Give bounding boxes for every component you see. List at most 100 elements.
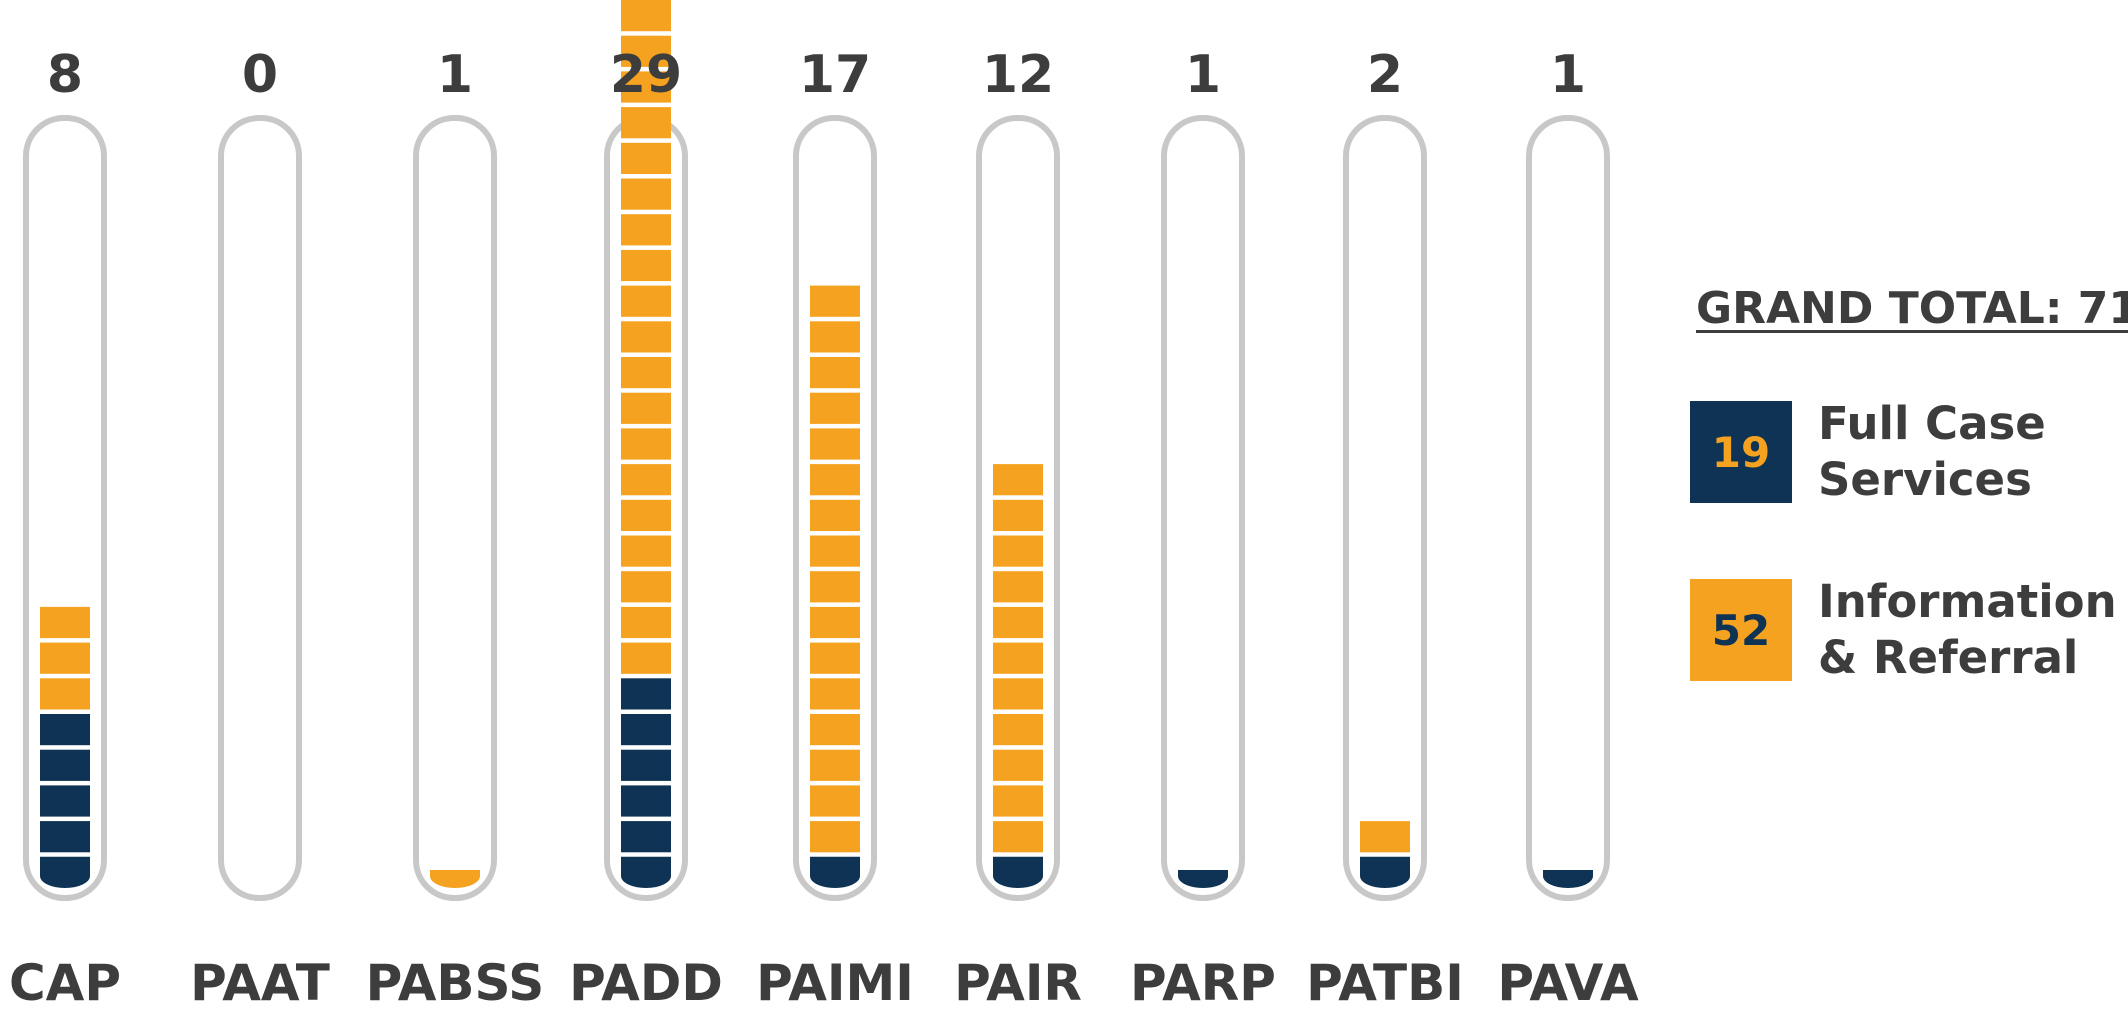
segment-parp-full-case-1	[1178, 870, 1228, 888]
legend-swatch-info-referral: 52	[1690, 579, 1792, 681]
category-label-cap: CAP	[9, 954, 121, 1012]
segment-padd-info-referral-18	[621, 249, 671, 282]
segment-pair-info-referral-4	[993, 749, 1043, 781]
segment-cap-full-case-3	[40, 785, 90, 817]
segment-padd-info-referral-12	[621, 464, 671, 496]
segment-paimi-full-case-1	[810, 856, 860, 888]
total-label-cap: 8	[47, 45, 83, 105]
segment-padd-info-referral-17	[621, 285, 671, 317]
segment-padd-full-case-5	[621, 714, 671, 746]
segment-padd-info-referral-7	[621, 642, 671, 674]
total-label-pair: 12	[982, 45, 1054, 105]
segment-paimi-info-referral-14	[810, 392, 860, 424]
total-label-pabss: 1	[437, 45, 473, 105]
segment-cap-info-referral-7	[40, 642, 90, 674]
segment-pair-info-referral-12	[993, 464, 1043, 496]
total-label-paat: 0	[242, 45, 278, 105]
segment-padd-full-case-2	[621, 821, 671, 853]
segment-paimi-info-referral-5	[810, 714, 860, 746]
grand-total: GRAND TOTAL: 71	[1696, 283, 2128, 334]
segment-patbi-full-case-1	[1360, 856, 1410, 888]
tube-outline-paat	[218, 115, 302, 901]
tube-parp: 1 PARP	[1130, 45, 1276, 1012]
segment-cap-info-referral-6	[40, 678, 90, 710]
segment-paimi-info-referral-6	[810, 678, 860, 710]
segment-padd-info-referral-8	[621, 606, 671, 639]
category-label-patbi: PATBI	[1306, 954, 1464, 1012]
segment-paimi-info-referral-17	[810, 285, 860, 317]
segment-paimi-info-referral-10	[810, 535, 860, 567]
segment-padd-info-referral-14	[621, 392, 671, 424]
tube-chart: 8CAP0PAAT1PABSS29PADD17PAIMI12PAIR1PARP2…	[9, 0, 1639, 1012]
segment-pair-info-referral-9	[993, 571, 1043, 603]
total-label-patbi: 2	[1367, 45, 1403, 105]
segment-paimi-info-referral-11	[810, 499, 860, 531]
segment-pair-full-case-1	[993, 856, 1043, 888]
segment-padd-info-referral-25	[621, 0, 671, 32]
tube-patbi: 2 PATBI	[1306, 45, 1464, 1012]
tube-outline-patbi	[1343, 115, 1427, 901]
tube-outline-pabss	[413, 115, 497, 901]
segment-padd-info-referral-11	[621, 499, 671, 531]
segment-padd-info-referral-21	[621, 142, 671, 174]
category-label-pava: PAVA	[1497, 954, 1639, 1012]
segment-padd-info-referral-16	[621, 321, 671, 353]
segment-padd-info-referral-15	[621, 357, 671, 389]
legend-label-info-referral: Information & Referral	[1818, 574, 2117, 686]
segment-padd-info-referral-20	[621, 178, 671, 210]
segment-paimi-info-referral-9	[810, 571, 860, 603]
category-label-parp: PARP	[1130, 954, 1276, 1012]
segment-padd-info-referral-24	[621, 35, 671, 67]
segment-padd-info-referral-23	[621, 71, 671, 103]
tube-padd: 29 PADD	[569, 0, 723, 1012]
tube-outline-pava	[1526, 115, 1610, 901]
segment-pair-info-referral-10	[993, 535, 1043, 567]
segment-pava-full-case-1	[1543, 870, 1593, 888]
total-label-padd: 29	[610, 45, 682, 105]
tube-paat: 0 PAAT	[190, 45, 330, 1012]
total-label-parp: 1	[1185, 45, 1221, 105]
segment-pair-info-referral-6	[993, 678, 1043, 710]
segment-paimi-info-referral-16	[810, 321, 860, 353]
category-label-pair: PAIR	[954, 954, 1082, 1012]
segment-patbi-info-referral-2	[1360, 821, 1410, 853]
segment-padd-info-referral-19	[621, 214, 671, 246]
category-label-paat: PAAT	[190, 954, 330, 1012]
segment-paimi-info-referral-3	[810, 785, 860, 817]
segment-padd-info-referral-9	[621, 571, 671, 603]
total-label-pava: 1	[1550, 45, 1586, 105]
segment-padd-full-case-6	[621, 678, 671, 710]
segment-pair-info-referral-11	[993, 499, 1043, 531]
legend-label-full-case: Full Case Services	[1818, 396, 2046, 508]
segment-paimi-info-referral-7	[810, 642, 860, 674]
segment-pair-info-referral-5	[993, 714, 1043, 746]
legend-label-info-referral-line1: Information	[1818, 575, 2117, 628]
legend-label-full-case-line2: Services	[1818, 453, 2032, 506]
segment-paimi-info-referral-15	[810, 357, 860, 389]
legend-label-full-case-line1: Full Case	[1818, 397, 2046, 450]
segment-pair-info-referral-2	[993, 821, 1043, 853]
segment-cap-full-case-5	[40, 714, 90, 746]
segment-paimi-info-referral-4	[810, 749, 860, 781]
category-label-pabss: PABSS	[366, 954, 545, 1012]
segment-padd-full-case-1	[621, 856, 671, 888]
segment-padd-info-referral-10	[621, 535, 671, 567]
tube-outline-parp	[1161, 115, 1245, 901]
segment-cap-full-case-1	[40, 856, 90, 888]
tube-pava: 1 PAVA	[1497, 45, 1639, 1012]
segment-pair-info-referral-3	[993, 785, 1043, 817]
segment-padd-info-referral-22	[621, 107, 671, 139]
category-label-paimi: PAIMI	[756, 954, 914, 1012]
tube-outline-cap	[23, 115, 107, 901]
legend: GRAND TOTAL: 71 19 Full Case Services 52…	[1690, 0, 2128, 1027]
segment-padd-full-case-3	[621, 785, 671, 817]
segment-pair-info-referral-8	[993, 606, 1043, 639]
segment-padd-full-case-4	[621, 749, 671, 781]
segment-paimi-info-referral-2	[810, 821, 860, 853]
tube-paimi: 17 PAIMI	[756, 45, 914, 1012]
category-label-padd: PADD	[569, 954, 723, 1012]
segment-cap-info-referral-8	[40, 606, 90, 639]
segment-pabss-info-referral-1	[430, 870, 480, 888]
segment-paimi-info-referral-8	[810, 606, 860, 639]
segment-cap-full-case-2	[40, 821, 90, 853]
